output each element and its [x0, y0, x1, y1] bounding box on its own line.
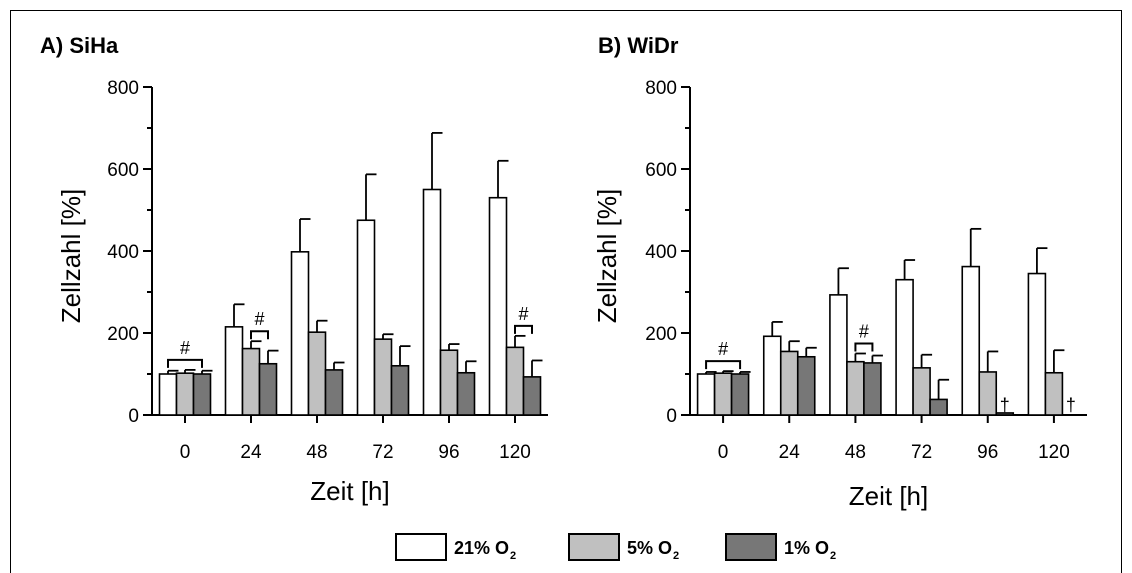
x-tick-label: 96 [438, 442, 459, 463]
bar-21pct-0h [158, 373, 178, 416]
bar-1pct-24h [258, 362, 278, 416]
significance-bracket [250, 330, 269, 340]
y-tick-label: 800 [645, 78, 677, 99]
bar-21pct-48h [290, 251, 310, 416]
x-tick-label: 24 [240, 442, 262, 463]
significance-bracket [854, 342, 874, 352]
legend-swatch [395, 533, 447, 561]
y-tick-label: 0 [666, 406, 677, 427]
bar-1pct-0h [730, 373, 750, 416]
x-tick-label: 0 [718, 442, 729, 463]
bar-21pct-120h [1027, 272, 1047, 416]
significance-bracket [167, 358, 203, 368]
chart-siha: A) SiHa 0 200 400 600 800 0 24 48 72 96 120 Zeit [h]… [40, 33, 548, 506]
x-tick-label: 48 [306, 442, 327, 463]
bar-5pct-72h [373, 338, 393, 416]
legend-swatch [725, 533, 777, 561]
bar-21pct-96h [961, 265, 981, 416]
bar-1pct-72h [929, 398, 948, 416]
y-tick-label: 600 [645, 160, 677, 181]
y-axis-label: Zellzahl [%] [56, 189, 86, 323]
bar-21pct-24h [224, 326, 244, 416]
x-tick-label: 72 [911, 442, 932, 463]
legend-item-21pct: 21% O2 [395, 533, 516, 562]
y-tick-label: 200 [107, 324, 139, 345]
bar-1pct-24h [796, 355, 816, 416]
bar-5pct-48h [846, 360, 865, 416]
dagger-marker: † [1066, 395, 1076, 415]
bar-21pct-0h [696, 373, 716, 416]
x-axis-label: Zeit [h] [310, 476, 389, 506]
bar-21pct-96h [422, 188, 442, 416]
panel-title: A) SiHa [40, 33, 119, 58]
legend-item-1pct: 1% O2 [725, 533, 836, 562]
bar-5pct-72h [912, 367, 931, 416]
bar-1pct-0h [192, 373, 212, 416]
legend-label: 1% O2 [784, 538, 836, 562]
bar-21pct-120h [488, 196, 508, 416]
y-tick-label: 400 [645, 242, 677, 263]
bar-5pct-24h [779, 350, 799, 416]
bar-5pct-48h [307, 331, 327, 416]
y-axis-label: Zellzahl [%] [592, 189, 622, 323]
significance-marker: # [254, 309, 264, 329]
x-tick-label: 120 [1038, 442, 1070, 463]
y-tick-label: 200 [645, 324, 677, 345]
legend-item-5pct: 5% O2 [568, 533, 679, 562]
bar-5pct-24h [241, 347, 261, 416]
bar-21pct-72h [356, 219, 376, 416]
x-axis-label: Zeit [h] [849, 481, 928, 511]
bar-1pct-120h [522, 376, 542, 416]
chart-widr: B) WiDr 0 200 400 600 800 0 24 48 72 96 120 Zeit [h]… [592, 33, 1087, 511]
bar-5pct-0h [713, 372, 733, 416]
panel-title: B) WiDr [598, 33, 679, 58]
y-tick-label: 0 [128, 406, 139, 427]
bar-21pct-24h [762, 335, 782, 416]
bar-1pct-48h [863, 362, 882, 416]
significance-marker: # [518, 304, 528, 324]
legend: 21% O2 5% O2 1% O2 [395, 533, 836, 562]
legend-label: 5% O2 [627, 538, 679, 562]
bar-5pct-120h [1044, 371, 1064, 416]
bar-5pct-0h [175, 372, 195, 416]
bar-1pct-96h [995, 412, 1015, 416]
bar-1pct-72h [390, 364, 410, 416]
significance-marker: # [718, 339, 728, 359]
significance-marker: # [859, 322, 869, 342]
significance-marker: # [180, 338, 190, 358]
figure-border [10, 10, 1122, 573]
x-tick-label: 24 [779, 442, 801, 463]
x-tick-label: 0 [180, 442, 191, 463]
bar-1pct-48h [324, 369, 344, 416]
y-tick-label: 600 [107, 160, 139, 181]
y-tick-label: 800 [107, 78, 139, 99]
y-tick-label: 400 [107, 242, 139, 263]
bar-5pct-120h [505, 346, 525, 416]
x-tick-label: 72 [372, 442, 393, 463]
legend-swatch [568, 533, 620, 561]
x-tick-label: 120 [499, 442, 531, 463]
x-tick-label: 48 [845, 442, 866, 463]
legend-label: 21% O2 [454, 538, 516, 562]
significance-bracket [514, 324, 533, 334]
bar-21pct-72h [895, 278, 914, 416]
bar-5pct-96h [978, 371, 998, 416]
bar-1pct-96h [456, 371, 476, 416]
dagger-marker: † [1000, 395, 1010, 415]
bar-21pct-48h [829, 294, 848, 416]
significance-bracket [705, 360, 742, 370]
x-tick-label: 96 [977, 442, 998, 463]
bar-5pct-96h [439, 349, 459, 416]
